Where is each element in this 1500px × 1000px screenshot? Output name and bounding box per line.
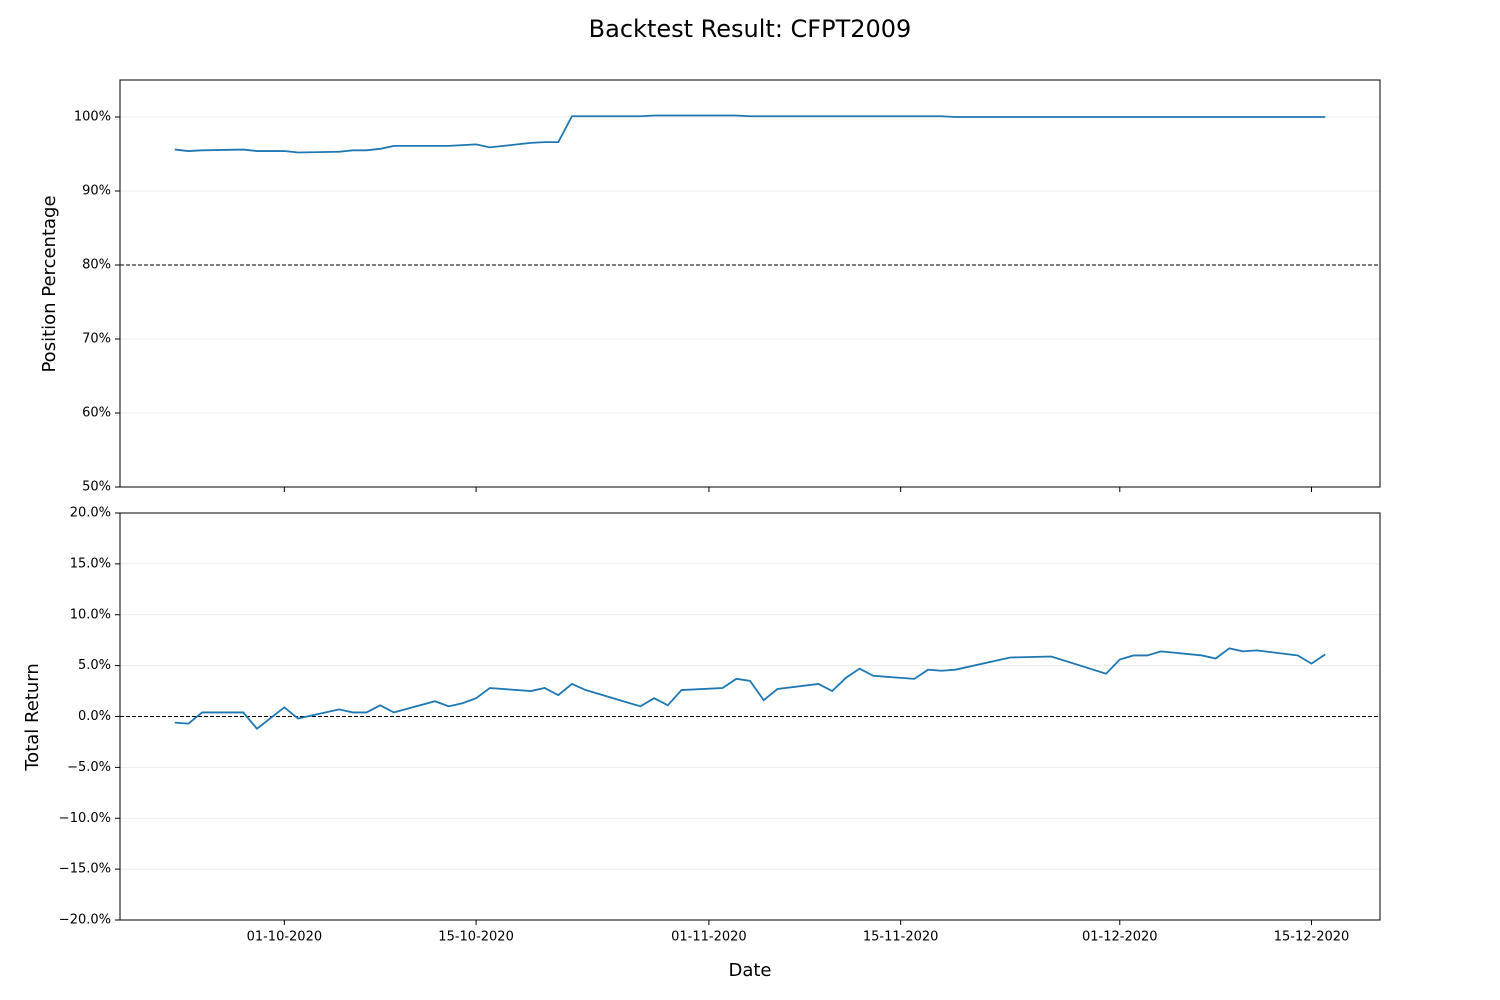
x-tick-label: 15-11-2020 xyxy=(863,930,939,945)
y-tick-label: 5.0% xyxy=(78,658,111,673)
y-tick-label: 60% xyxy=(82,406,111,421)
y-tick-label: 15.0% xyxy=(70,556,111,571)
x-tick-label: 01-11-2020 xyxy=(671,930,747,945)
y-tick-label: 80% xyxy=(82,258,111,273)
y-tick-label: 50% xyxy=(82,480,111,495)
axes-frame xyxy=(119,512,1381,921)
axes-frame xyxy=(119,79,1381,488)
y-tick-label: 10.0% xyxy=(70,607,111,622)
y-tick-label: 100% xyxy=(74,110,111,125)
y-tick-label: 20.0% xyxy=(70,506,111,521)
data-line xyxy=(174,114,1326,154)
data-line xyxy=(174,647,1326,730)
y-axis-label: Total Return xyxy=(22,663,43,772)
y-tick-label: −5.0% xyxy=(67,760,111,775)
y-tick-label: −15.0% xyxy=(59,862,111,877)
y-tick-label: 90% xyxy=(82,184,111,199)
y-tick-label: −10.0% xyxy=(59,811,111,826)
y-tick-label: 70% xyxy=(82,332,111,347)
y-tick-label: −20.0% xyxy=(59,913,111,928)
y-axis-label: Position Percentage xyxy=(39,195,60,372)
x-tick-label: 01-10-2020 xyxy=(247,930,323,945)
x-tick-label: 15-12-2020 xyxy=(1274,930,1350,945)
x-axis-label: Date xyxy=(728,960,771,981)
x-tick-label: 01-12-2020 xyxy=(1082,930,1158,945)
x-tick-label: 15-10-2020 xyxy=(438,930,514,945)
y-tick-label: 0.0% xyxy=(78,709,111,724)
chart-title: Backtest Result: CFPT2009 xyxy=(589,15,912,43)
